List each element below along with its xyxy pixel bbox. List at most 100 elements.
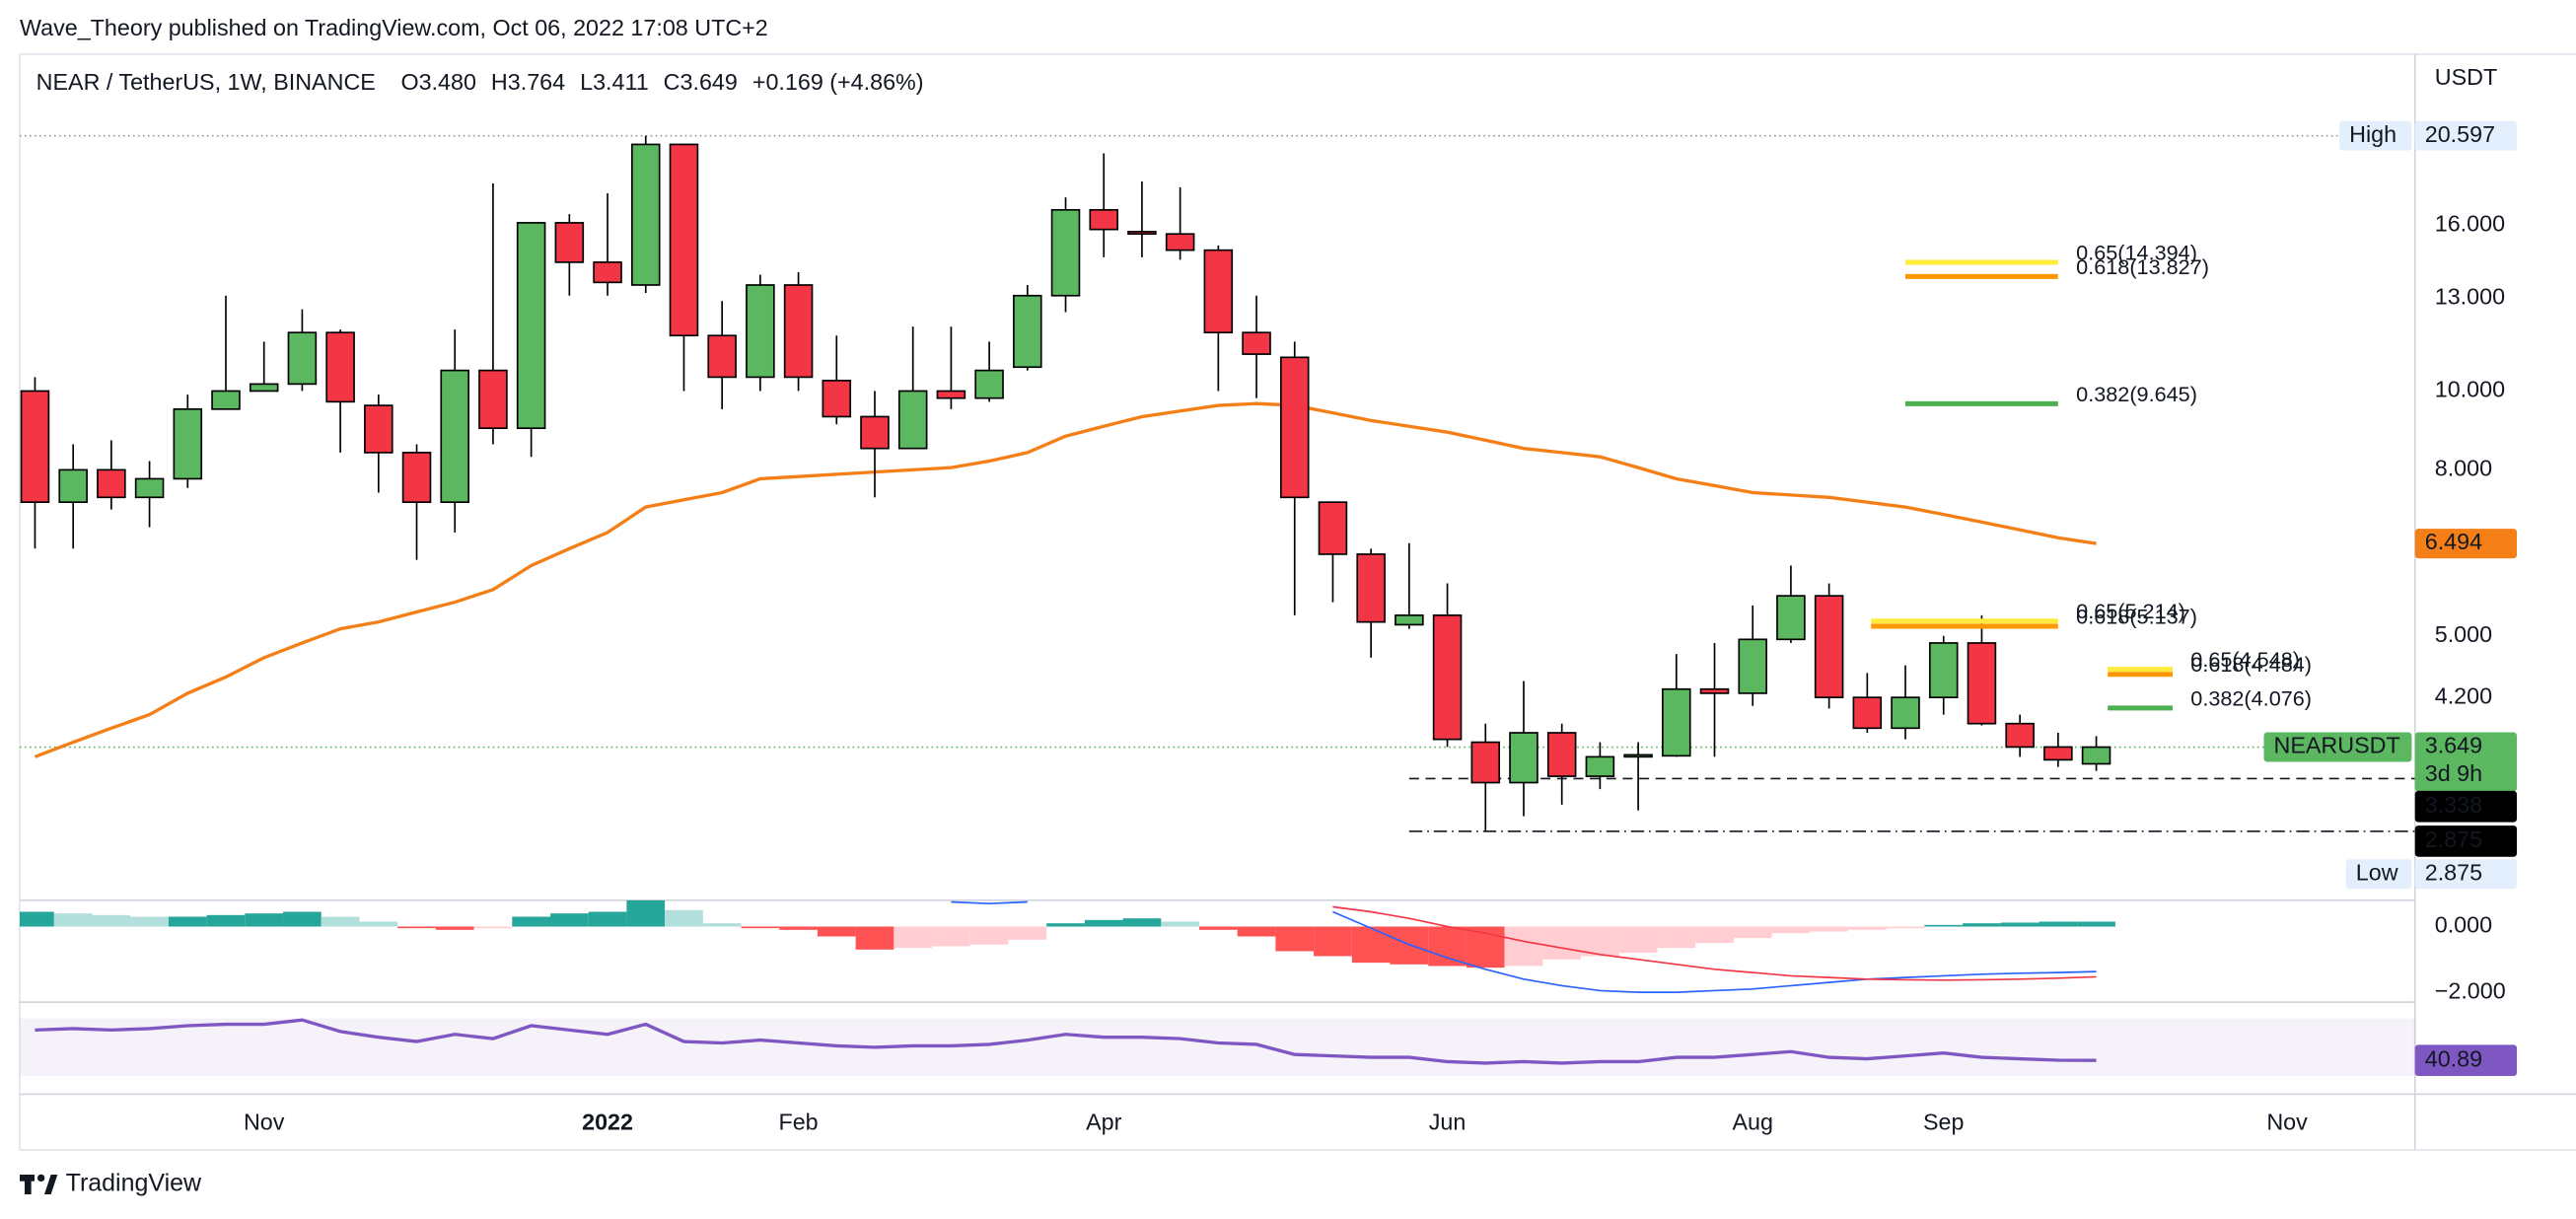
candle-body: [1013, 294, 1042, 369]
last-price-box: [2414, 732, 2518, 792]
candle-body: [1967, 642, 1997, 725]
candle-body: [897, 390, 928, 450]
macd-histogram-bar: [92, 914, 131, 927]
macd-histogram-bar: [1657, 926, 1696, 949]
candle-body: [211, 390, 241, 410]
candle-body: [1318, 501, 1348, 555]
macd-histogram-bar: [1237, 926, 1276, 937]
macd-histogram-bar: [245, 913, 284, 927]
macd-histogram-bar: [1542, 926, 1582, 960]
brand: TradingView: [66, 1170, 202, 1197]
rsi-band: [19, 1018, 2415, 1077]
macd-histogram-bar: [283, 911, 322, 927]
candle-body: [1891, 696, 1920, 730]
y-tick-label: 13.000: [2435, 284, 2505, 310]
macd-histogram-bar: [1733, 926, 1772, 939]
candle-body: [516, 222, 546, 430]
candle-body: [783, 284, 814, 379]
candle-body: [1814, 595, 1844, 698]
candle-body: [707, 334, 737, 379]
candle-body: [1089, 208, 1118, 231]
candle-body: [1203, 249, 1234, 334]
candle-body: [1395, 614, 1424, 626]
candle-body: [20, 390, 50, 504]
macd-histogram-bar: [473, 926, 513, 929]
macd-histogram-bar: [512, 916, 550, 927]
macd-histogram-bar: [1886, 926, 1925, 929]
countdown: 3d 9h: [2425, 760, 2482, 786]
last-price: 3.649: [2425, 733, 2482, 758]
candle-body: [1050, 208, 1081, 297]
macd-histogram-bar: [435, 926, 474, 930]
candle-body: [2081, 746, 2111, 765]
macd-histogram-bar: [1122, 918, 1162, 927]
symbol-name-box: [2263, 732, 2412, 762]
macd-histogram-bar: [130, 916, 169, 927]
high-value-box: [2414, 120, 2518, 151]
low-name: Low: [2356, 859, 2398, 885]
candle-body: [1623, 753, 1653, 758]
tradingview-logo: [19, 1174, 58, 1195]
y-tick-label: 8.000: [2435, 456, 2492, 481]
macd-histogram-bar: [206, 914, 246, 927]
candle-body: [1585, 755, 1615, 777]
x-tick-label: Aug: [1732, 1110, 1772, 1135]
rsi-pane: [19, 1018, 2415, 1077]
macd-histogram-bar: [397, 926, 436, 929]
macd-tick-label: 0.000: [2435, 912, 2492, 938]
y-tick-label: 10.000: [2435, 377, 2505, 402]
symbol-title: NEAR / TetherUS, 1W, BINANCE: [36, 69, 376, 95]
macd-histogram-bar: [1695, 926, 1734, 944]
x-tick-label: Jun: [1429, 1110, 1467, 1135]
candle-body: [822, 380, 852, 418]
publisher: Wave_Theory published on TradingView.com…: [20, 15, 768, 40]
macd-histogram-bar: [1428, 926, 1467, 967]
candle-body: [401, 452, 432, 504]
candle-body: [1662, 687, 1691, 757]
candle-body: [97, 468, 126, 499]
macd-histogram-bar: [1771, 926, 1811, 934]
x-tick-label: Apr: [1086, 1110, 1122, 1135]
ohlc-value: +0.169 (+4.86%): [752, 69, 924, 95]
ohlc-value: H3.764: [491, 69, 565, 95]
macd-histogram-bar: [1275, 926, 1315, 952]
candle-body: [2043, 746, 2073, 761]
macd-histogram-bar: [1581, 926, 1619, 957]
macd-histogram-bar: [321, 916, 360, 927]
level-value: 2.875: [2425, 826, 2482, 852]
fib-label: 0.382(9.645): [2076, 382, 2197, 406]
rsi-value-box: [2414, 1044, 2518, 1076]
candle-body: [746, 284, 775, 379]
macd-histogram-bar: [359, 921, 398, 927]
low-value-box: [2414, 859, 2518, 890]
x-tick-label: Feb: [778, 1110, 818, 1135]
candle-body: [134, 477, 165, 499]
macd-histogram-bar: [1198, 926, 1238, 930]
macd-histogram-bar: [932, 926, 970, 947]
macd-histogram-bar: [549, 913, 589, 927]
candle-body: [630, 143, 661, 286]
x-tick-label: Nov: [2266, 1110, 2308, 1135]
candle-body: [287, 331, 318, 386]
ma-value-box: [2414, 529, 2518, 559]
candle-body: [1509, 732, 1538, 784]
macd-histogram-bar: [817, 926, 856, 937]
candle-body: [593, 261, 622, 284]
macd-histogram-bar: [2039, 921, 2078, 927]
ohlc-value: O3.480: [400, 69, 476, 95]
unit-label: USDT: [2435, 64, 2497, 90]
candle-body: [325, 331, 355, 403]
macd-histogram-bar: [168, 916, 207, 927]
candle-body: [364, 404, 394, 454]
x-tick-label: Nov: [244, 1110, 285, 1135]
high-name: High: [2349, 121, 2397, 147]
fib-label: 0.618(13.827): [2076, 254, 2209, 279]
candle-body: [249, 383, 279, 393]
macd-histogram-bar: [2077, 921, 2115, 927]
candle-body: [1699, 687, 1730, 694]
macd-histogram-bar: [741, 926, 780, 929]
macd-histogram-bar: [702, 923, 742, 927]
fib-label: 0.65(14.394): [2076, 240, 2197, 264]
x-tick-label: 2022: [582, 1110, 633, 1135]
